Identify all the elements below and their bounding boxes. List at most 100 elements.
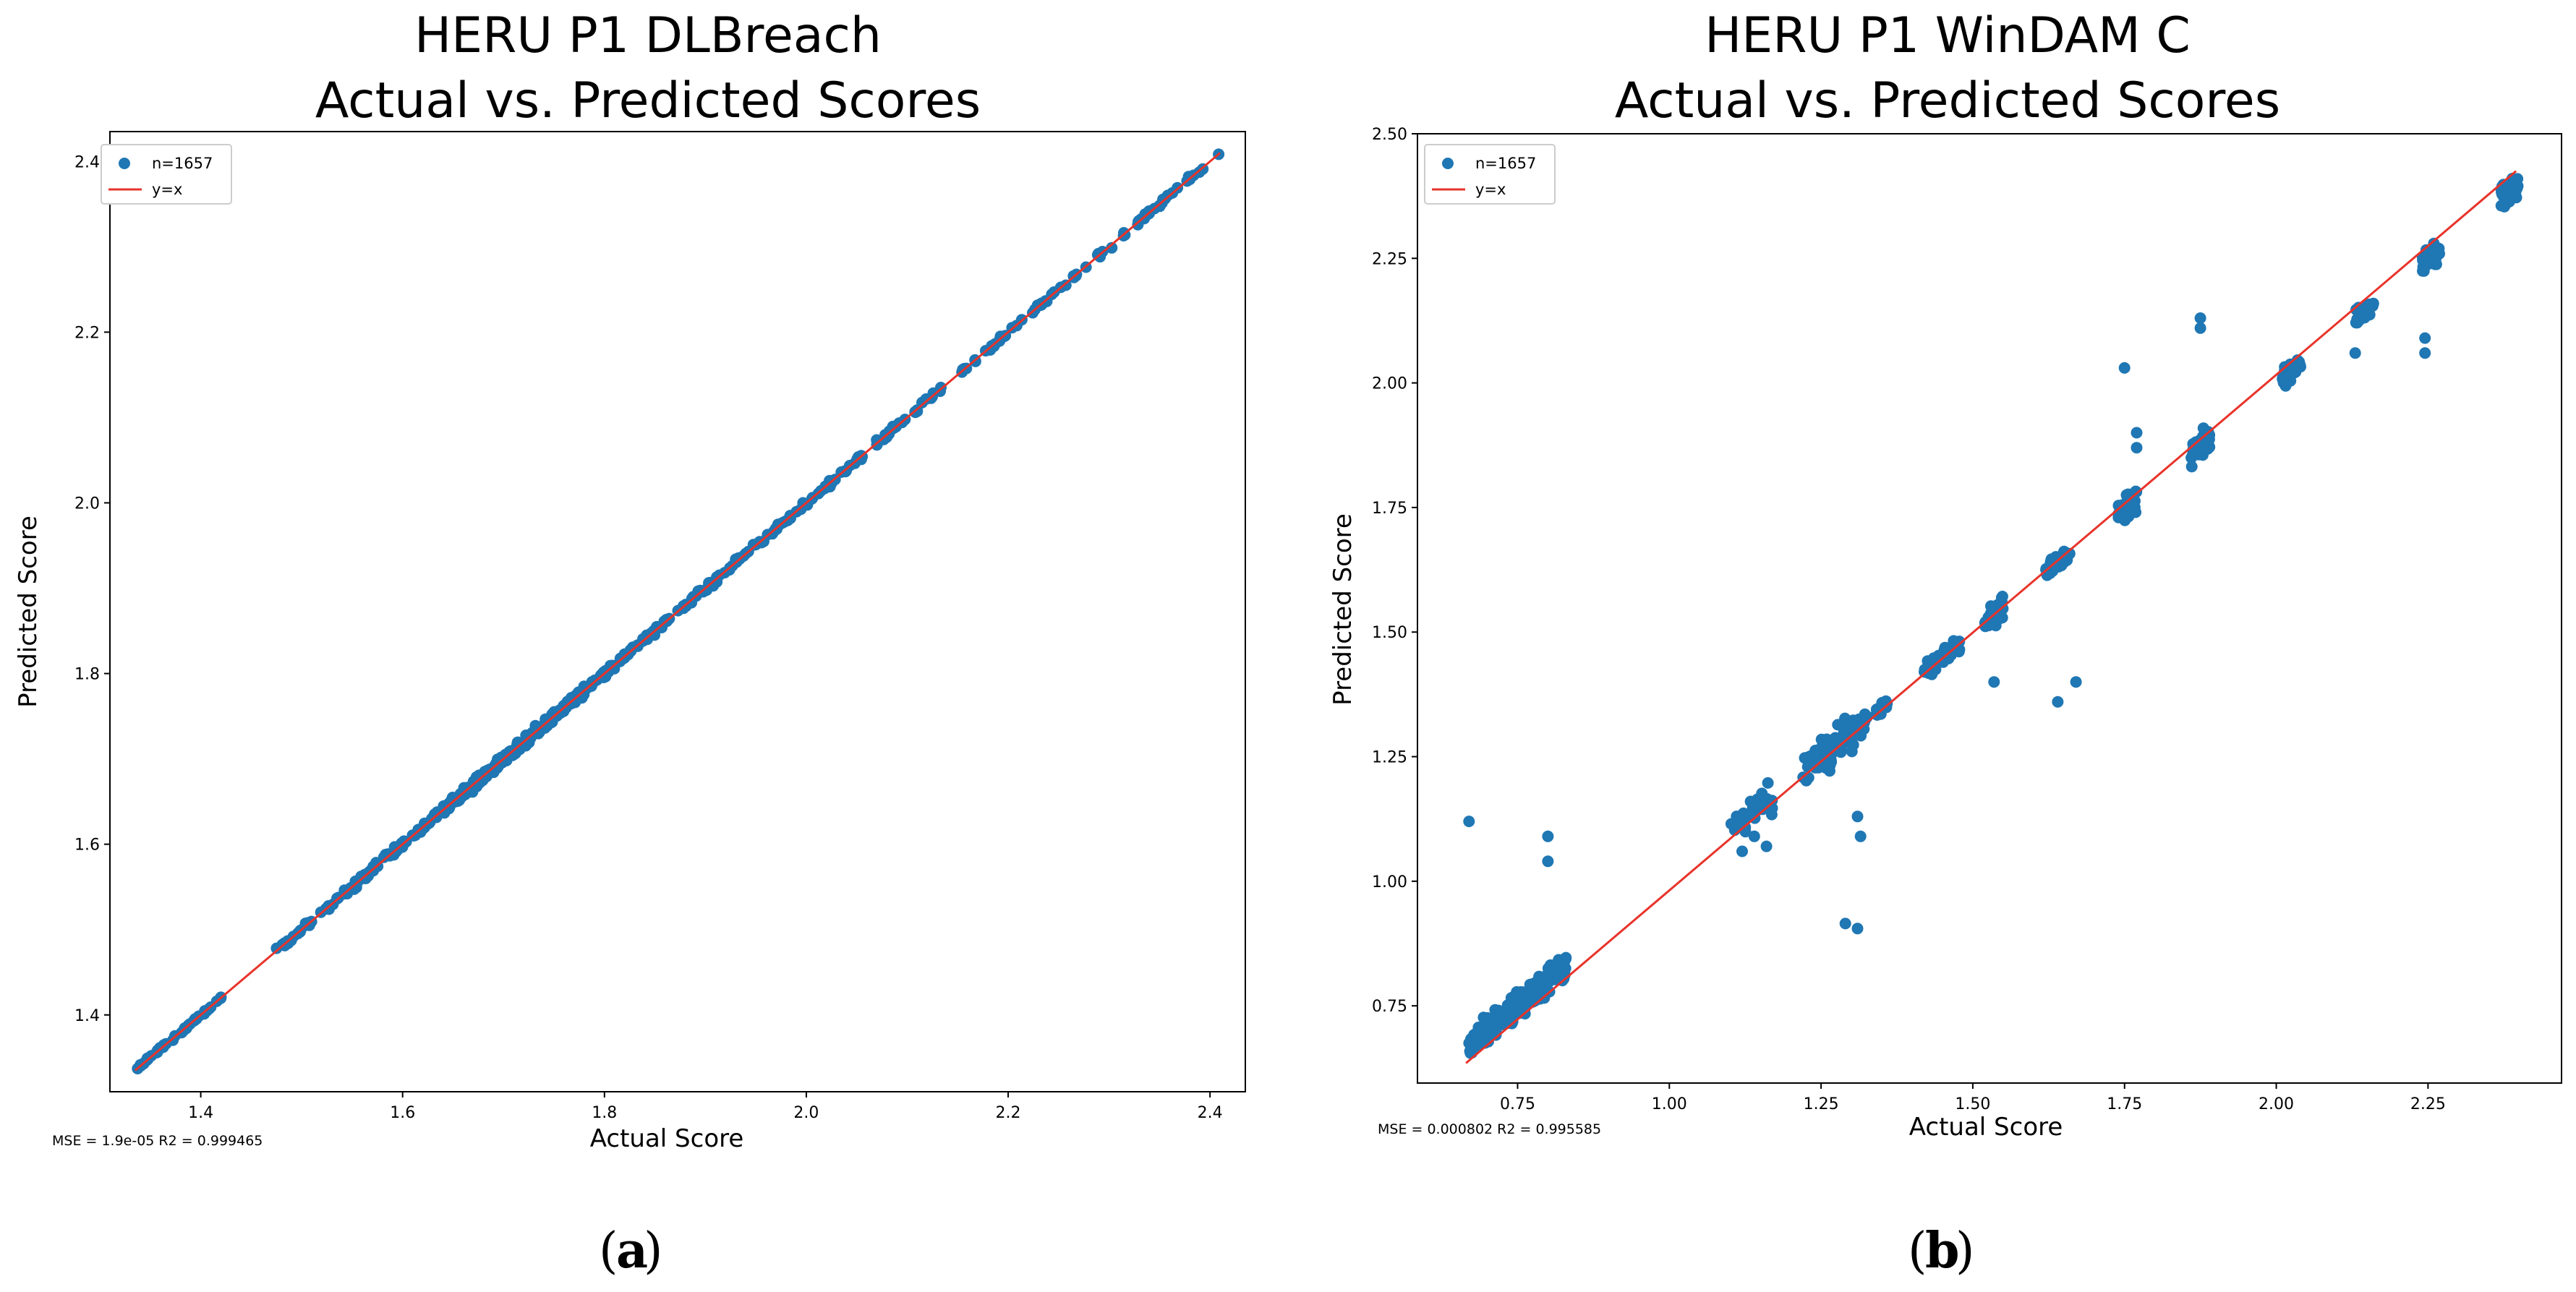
chart-b-y-axis-label: Predicted Score xyxy=(1328,513,1357,706)
chart-b-y-tick-label: 0.75 xyxy=(1372,998,1407,1016)
chart-b-point-834 xyxy=(2131,427,2143,439)
chart-a-x-tick-label: 1.6 xyxy=(390,1104,415,1122)
chart-a-point-484 xyxy=(733,552,745,564)
chart-b-y-tick-label: 1.50 xyxy=(1372,624,1407,642)
chart-b-point-361 xyxy=(1802,771,1814,784)
chart-a-plot-frame xyxy=(109,131,1246,1092)
chart-b-y-tick-label: 1.75 xyxy=(1372,500,1407,518)
chart-b-reference-line xyxy=(1465,170,2517,1064)
chart-b-legend: n=1657 y=x xyxy=(1424,144,1556,205)
chart-b-x-tick-label: 1.75 xyxy=(2107,1095,2142,1113)
chart-b-title-line2: Actual vs. Predicted Scores xyxy=(1615,72,2280,129)
chart-b-point-818 xyxy=(1839,917,1851,930)
chart-b-point-503 xyxy=(1985,600,1997,612)
chart-b-caption: ( b ) xyxy=(1908,1222,1975,1280)
chart-b-point-824 xyxy=(1988,676,2000,688)
chart-b-point-591 xyxy=(2185,461,2198,473)
chart-a-caption-open-paren: ( xyxy=(599,1223,618,1280)
chart-a-x-axis-label: Actual Score xyxy=(590,1124,744,1153)
chart-a-reference-line xyxy=(134,152,1221,1071)
chart-b-point-829 xyxy=(2419,347,2431,359)
chart-a-x-tick-label: 2.2 xyxy=(996,1104,1021,1122)
chart-a-point-71 xyxy=(323,903,335,915)
chart-b-point-724 xyxy=(2363,309,2376,321)
chart-b-x-tick-label: 2.00 xyxy=(2259,1095,2294,1113)
chart-b-point-400 xyxy=(1824,765,1835,777)
chart-b-point-815 xyxy=(1463,816,1475,828)
chart-b-caption-open-paren: ( xyxy=(1908,1223,1927,1280)
chart-b-point-294 xyxy=(1762,777,1774,789)
chart-a-legend: n=1657 y=x xyxy=(101,144,232,205)
chart-a-caption-letter: a xyxy=(616,1222,648,1280)
chart-a-y-tick-label: 1.6 xyxy=(74,837,100,855)
chart-a-point-346 xyxy=(473,771,485,783)
chart-a-point-600 xyxy=(1106,241,1118,254)
chart-panel-a: HERU P1 DLBreach Actual vs. Predicted Sc… xyxy=(14,7,1246,1280)
chart-b-legend-points-label: n=1657 xyxy=(1475,155,1536,172)
chart-b-point-722 xyxy=(2363,299,2375,312)
chart-panel-b: HERU P1 WinDAM C Actual vs. Predicted Sc… xyxy=(1328,7,2562,1280)
chart-a-title-line1: HERU P1 DLBreach xyxy=(414,7,882,64)
chart-a-legend-line-label: y=x xyxy=(152,181,182,198)
chart-b-x-axis-label: Actual Score xyxy=(1909,1113,2063,1142)
chart-b-x-tick-label: 1.50 xyxy=(1955,1095,1990,1113)
chart-a-x-tick-label: 1.4 xyxy=(188,1104,213,1122)
chart-b-legend-marker xyxy=(1442,158,1454,169)
chart-b-point-819 xyxy=(1851,923,1864,935)
chart-a-point-348 xyxy=(539,721,551,733)
chart-b-point-397 xyxy=(1822,734,1835,746)
chart-a-y-tick-label: 1.4 xyxy=(74,1007,100,1025)
chart-b-point-256 xyxy=(1472,1022,1485,1033)
chart-b-y-tick-label: 2.50 xyxy=(1372,126,1407,144)
chart-b-caption-close-paren: ) xyxy=(1956,1223,1975,1280)
chart-a-metrics-text: MSE = 1.9e-05 R2 = 0.999465 xyxy=(52,1133,263,1149)
chart-b-point-766 xyxy=(2431,249,2443,261)
chart-b-point-814 xyxy=(2499,184,2512,197)
chart-b-point-585 xyxy=(2119,514,2131,526)
chart-b-point-694 xyxy=(2289,362,2301,375)
chart-a-point-73 xyxy=(270,942,283,954)
chart-b-point-290 xyxy=(1737,807,1749,819)
chart-b-x-tick-label: 1.25 xyxy=(1804,1095,1839,1113)
chart-b-point-243 xyxy=(1558,972,1570,984)
chart-b-point-769 xyxy=(2418,263,2430,275)
chart-a-y-tick-label: 2.2 xyxy=(74,324,100,342)
chart-b-point-252 xyxy=(1490,1024,1502,1036)
chart-b-point-404 xyxy=(1816,744,1828,756)
chart-b-point-816 xyxy=(1542,830,1554,842)
chart-a-x-tick-label: 2.4 xyxy=(1198,1104,1223,1122)
chart-b-caption-letter: b xyxy=(1925,1222,1960,1280)
chart-a-x-ticks: 1.4 1.6 1.8 2.0 2.2 2.4 xyxy=(188,1092,1223,1122)
chart-a-x-tick-label: 1.8 xyxy=(592,1104,617,1122)
chart-b-point-469 xyxy=(1950,637,1963,649)
chart-b-point-822 xyxy=(2052,696,2064,708)
chart-b-point-467 xyxy=(1927,657,1940,669)
chart-a-point-586 xyxy=(1182,171,1195,183)
chart-a-point-354 xyxy=(558,699,571,711)
chart-a-point-445 xyxy=(692,585,704,597)
chart-b-point-820 xyxy=(1851,810,1864,823)
chart-a-caption-close-paren: ) xyxy=(644,1223,663,1280)
chart-b-point-825 xyxy=(2194,312,2206,324)
chart-a-title-line2: Actual vs. Predicted Scores xyxy=(315,72,981,129)
chart-b-point-245 xyxy=(1475,1033,1487,1045)
chart-b-y-tick-label: 2.00 xyxy=(1372,375,1407,393)
chart-b-y-ticks: 0.75 1.00 1.25 1.50 1.75 2.00 2.25 2.50 xyxy=(1372,126,1417,1016)
chart-b-x-tick-label: 0.75 xyxy=(1500,1095,1535,1113)
chart-a-legend-marker xyxy=(119,158,130,169)
chart-a-y-tick-label: 2.0 xyxy=(74,495,100,513)
chart-b-y-tick-label: 1.00 xyxy=(1372,873,1407,891)
chart-b-point-647 xyxy=(2196,440,2209,453)
chart-b-point-821 xyxy=(1854,830,1867,842)
chart-a-y-tick-label: 1.8 xyxy=(74,666,100,684)
chart-b-x-ticks: 0.75 1.00 1.25 1.50 1.75 2.00 2.25 xyxy=(1500,1083,2446,1113)
chart-b-point-334 xyxy=(1846,745,1858,758)
chart-b-point-835 xyxy=(2131,442,2143,454)
chart-b-y-tick-label: 1.25 xyxy=(1372,749,1407,767)
chart-a-point-141 xyxy=(367,860,380,873)
chart-b-x-tick-label: 2.25 xyxy=(2410,1095,2446,1113)
chart-a-caption: ( a ) xyxy=(599,1222,663,1280)
chart-b-legend-line-label: y=x xyxy=(1475,181,1506,198)
chart-b-plot-frame xyxy=(1417,133,2562,1084)
chart-b-point-247 xyxy=(1544,959,1556,971)
